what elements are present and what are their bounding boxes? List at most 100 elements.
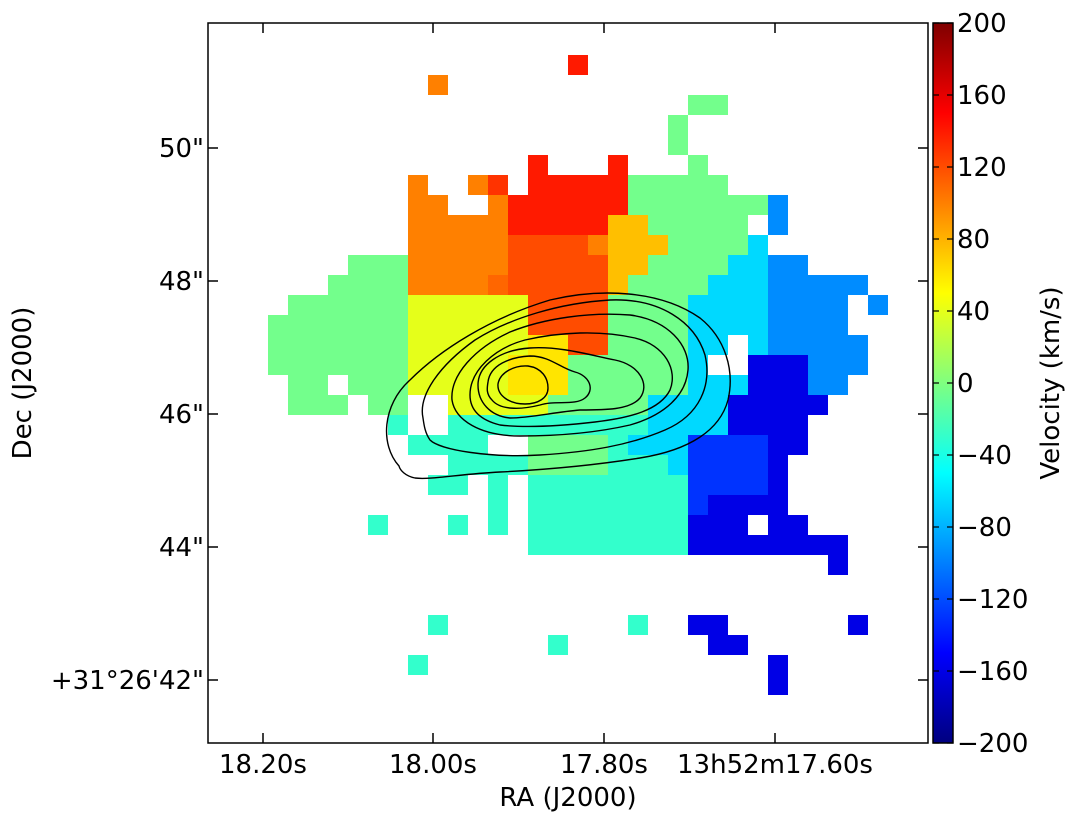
velocity-pixel: [728, 635, 748, 655]
velocity-pixel: [508, 355, 528, 375]
velocity-pixel: [408, 255, 428, 275]
velocity-pixel: [668, 335, 688, 355]
velocity-pixel: [648, 335, 668, 355]
velocity-pixel: [368, 295, 388, 315]
velocity-pixel: [348, 255, 368, 275]
velocity-pixel: [748, 395, 768, 415]
plot-frame: [207, 22, 929, 744]
velocity-pixel: [608, 335, 628, 355]
velocity-pixel: [688, 195, 708, 215]
velocity-pixel: [708, 95, 728, 115]
velocity-pixel: [568, 235, 588, 255]
velocity-pixel: [448, 475, 468, 495]
velocity-pixel: [528, 275, 548, 295]
velocity-pixel: [768, 335, 788, 355]
velocity-pixel: [568, 275, 588, 295]
velocity-pixel: [268, 335, 288, 355]
velocity-pixel: [828, 555, 848, 575]
colorbar-tick-label: −40: [957, 441, 1012, 471]
velocity-pixel: [508, 415, 528, 435]
velocity-pixel: [688, 275, 708, 295]
colorbar-tick-label: 80: [957, 225, 990, 255]
velocity-pixel: [748, 435, 768, 455]
velocity-pixel: [668, 455, 688, 475]
velocity-pixel: [568, 175, 588, 195]
velocity-pixel: [388, 415, 408, 435]
velocity-pixel: [588, 335, 608, 355]
contour-level-6: [486, 355, 591, 409]
velocity-pixel: [488, 215, 508, 235]
velocity-pixel: [328, 315, 348, 335]
velocity-pixel: [668, 495, 688, 515]
velocity-pixel: [788, 435, 808, 455]
velocity-pixel: [568, 435, 588, 455]
velocity-pixel: [768, 495, 788, 515]
velocity-pixel: [808, 355, 828, 375]
velocity-pixel: [548, 195, 568, 215]
colorbar-tick-label: −200: [957, 729, 1028, 759]
velocity-pixel: [448, 395, 468, 415]
velocity-pixel: [688, 455, 708, 475]
velocity-pixel: [628, 375, 648, 395]
velocity-pixel: [808, 535, 828, 555]
velocity-pixel: [488, 175, 508, 195]
velocity-pixel: [308, 315, 328, 335]
velocity-pixel: [748, 315, 768, 335]
velocity-pixel: [708, 515, 728, 535]
velocity-pixel: [788, 535, 808, 555]
velocity-pixel: [508, 295, 528, 315]
velocity-pixel: [728, 535, 748, 555]
velocity-pixel: [348, 315, 368, 335]
velocity-pixel: [688, 515, 708, 535]
velocity-pixel: [628, 455, 648, 475]
velocity-pixel: [588, 515, 608, 535]
velocity-pixel: [408, 175, 428, 195]
velocity-pixel: [768, 255, 788, 275]
velocity-pixel: [388, 335, 408, 355]
velocity-pixel: [788, 335, 808, 355]
velocity-pixel: [668, 255, 688, 275]
velocity-pixel: [468, 335, 488, 355]
velocity-pixel: [608, 235, 628, 255]
velocity-pixel: [788, 415, 808, 435]
velocity-pixel: [748, 355, 768, 375]
velocity-pixel: [408, 355, 428, 375]
velocity-pixel: [568, 515, 588, 535]
velocity-pixel: [628, 395, 648, 415]
velocity-pixel: [428, 235, 448, 255]
velocity-pixel: [368, 315, 388, 335]
velocity-pixel: [588, 535, 608, 555]
velocity-pixel: [548, 435, 568, 455]
velocity-pixel: [628, 535, 648, 555]
contour-level-5: [477, 347, 645, 419]
velocity-pixel: [488, 195, 508, 215]
velocity-pixel: [668, 295, 688, 315]
velocity-pixel: [468, 395, 488, 415]
velocity-pixel: [568, 495, 588, 515]
velocity-pixel: [728, 475, 748, 495]
velocity-pixel: [328, 275, 348, 295]
velocity-pixel: [628, 235, 648, 255]
velocity-pixel: [468, 435, 488, 455]
velocity-pixel: [348, 355, 368, 375]
velocity-pixel: [448, 215, 468, 235]
velocity-pixel: [348, 275, 368, 295]
velocity-pixel: [548, 235, 568, 255]
velocity-pixel: [668, 275, 688, 295]
colorbar-tick-label: 160: [957, 81, 1007, 111]
velocity-pixel: [848, 275, 868, 295]
velocity-pixel: [708, 435, 728, 455]
velocity-pixel: [728, 455, 748, 475]
velocity-pixel: [628, 215, 648, 235]
velocity-pixel: [488, 495, 508, 515]
velocity-pixel: [688, 435, 708, 455]
velocity-pixel: [668, 535, 688, 555]
velocity-pixel: [848, 335, 868, 355]
velocity-pixel: [708, 195, 728, 215]
velocity-pixel: [488, 295, 508, 315]
velocity-pixel: [648, 355, 668, 375]
velocity-pixel: [808, 335, 828, 355]
velocity-pixel: [788, 515, 808, 535]
velocity-pixel: [528, 415, 548, 435]
velocity-pixel: [528, 255, 548, 275]
